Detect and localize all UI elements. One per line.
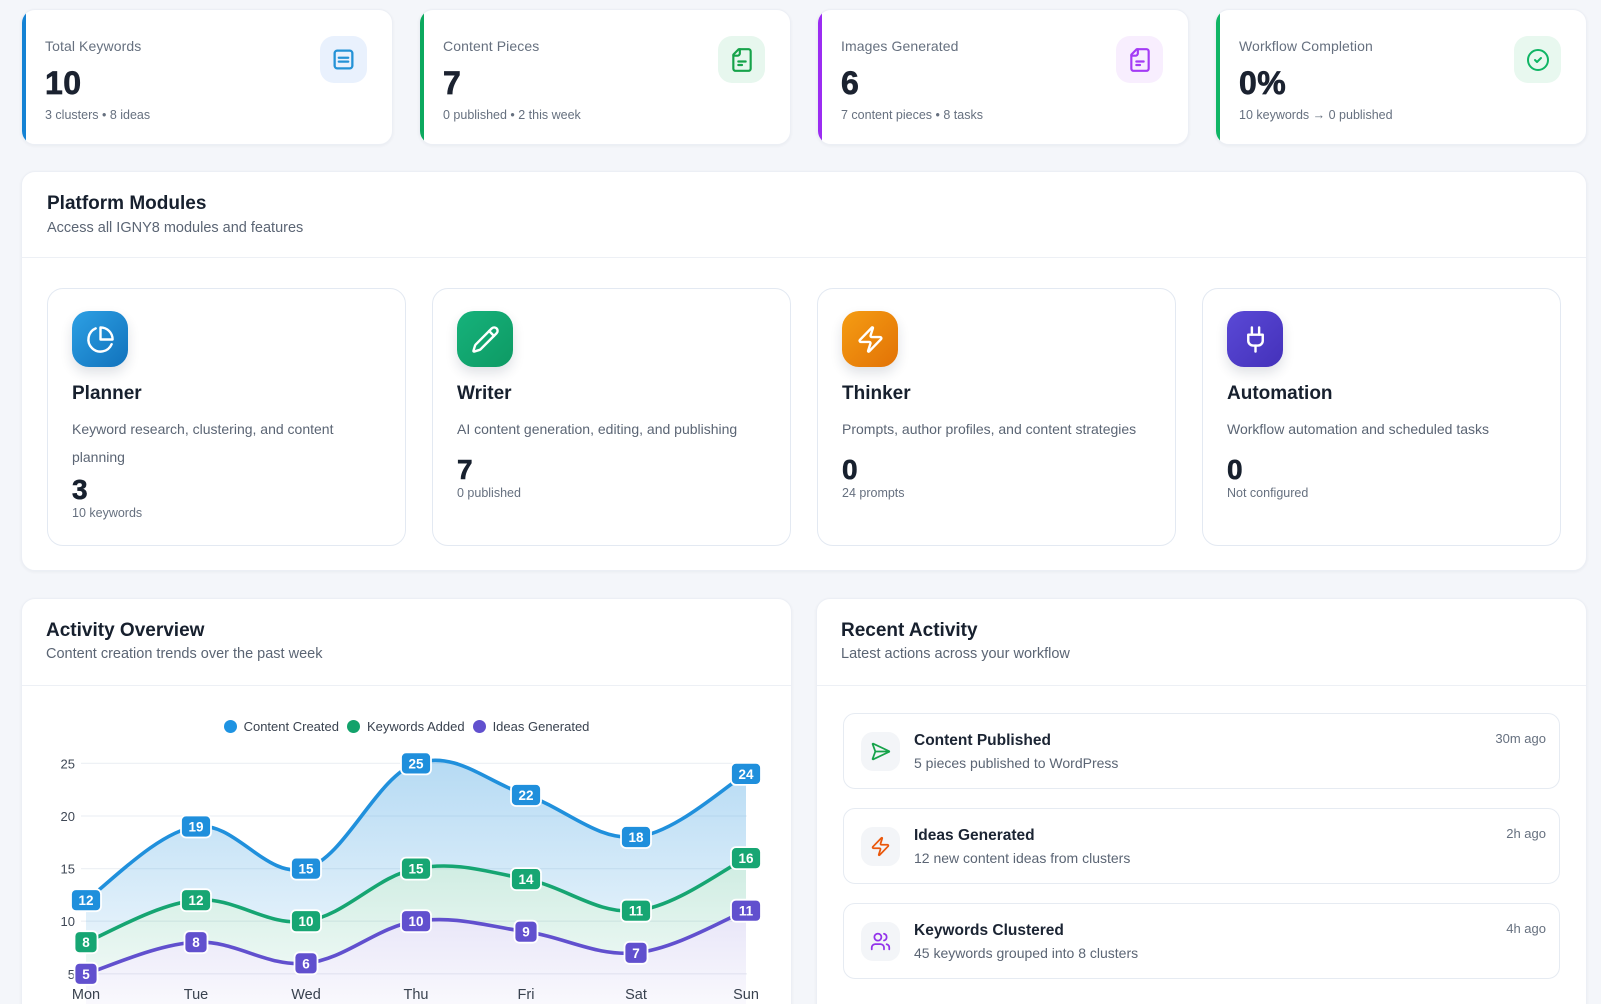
svg-text:15: 15 — [408, 862, 424, 877]
svg-text:Fri: Fri — [518, 987, 535, 1003]
svg-text:7: 7 — [632, 946, 640, 961]
svg-text:25: 25 — [61, 756, 75, 771]
svg-text:25: 25 — [408, 756, 424, 771]
svg-text:24: 24 — [738, 767, 754, 782]
svg-text:22: 22 — [518, 788, 533, 803]
svg-text:15: 15 — [61, 862, 75, 877]
svg-text:8: 8 — [82, 935, 90, 950]
svg-text:19: 19 — [188, 820, 203, 835]
svg-text:10: 10 — [61, 914, 75, 929]
svg-text:9: 9 — [522, 925, 530, 940]
svg-text:16: 16 — [738, 851, 754, 866]
svg-text:12: 12 — [188, 893, 203, 908]
svg-text:Tue: Tue — [184, 987, 208, 1003]
svg-text:8: 8 — [192, 935, 200, 950]
svg-text:5: 5 — [68, 967, 75, 982]
svg-text:6: 6 — [302, 956, 310, 971]
svg-text:11: 11 — [739, 904, 754, 919]
svg-text:15: 15 — [298, 862, 314, 877]
svg-text:20: 20 — [61, 809, 75, 824]
svg-text:11: 11 — [629, 904, 644, 919]
svg-text:10: 10 — [408, 914, 423, 929]
svg-text:Mon: Mon — [72, 987, 100, 1003]
svg-text:Sat: Sat — [625, 987, 647, 1003]
svg-text:5: 5 — [82, 967, 90, 982]
svg-text:Sun: Sun — [733, 987, 759, 1003]
svg-text:14: 14 — [518, 872, 534, 887]
svg-text:Thu: Thu — [404, 987, 429, 1003]
svg-text:Wed: Wed — [291, 987, 321, 1003]
svg-text:12: 12 — [78, 893, 93, 908]
svg-text:10: 10 — [298, 914, 313, 929]
svg-text:18: 18 — [628, 830, 644, 845]
